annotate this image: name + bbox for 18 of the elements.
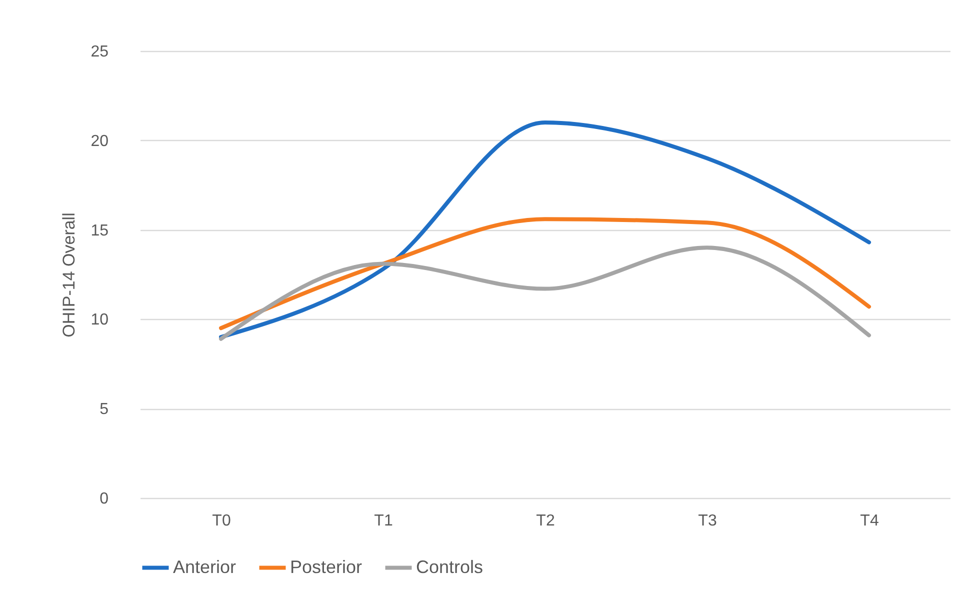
x-tick-label: T3 — [698, 512, 717, 530]
x-tick-label: T0 — [212, 512, 231, 530]
y-tick-label: 15 — [90, 222, 109, 240]
line-series — [219, 217, 871, 330]
y-tick-label: 5 — [100, 401, 109, 418]
x-tick-label: T4 — [860, 512, 879, 530]
x-tick-label: T1 — [374, 512, 393, 530]
line-series — [219, 120, 871, 340]
x-tick-label: T2 — [536, 512, 555, 530]
legend-label: Posterior — [290, 556, 362, 577]
y-axis-title: OHIP-14 Overall — [60, 212, 79, 338]
y-tick-label: 20 — [90, 132, 109, 150]
y-tick-label: 10 — [90, 312, 109, 329]
y-tick-label: 25 — [90, 44, 109, 60]
y-tick-label: 0 — [100, 490, 109, 508]
legend-label: Controls — [416, 556, 484, 577]
legend-label: Anterior — [173, 556, 236, 577]
line-series — [219, 246, 871, 341]
